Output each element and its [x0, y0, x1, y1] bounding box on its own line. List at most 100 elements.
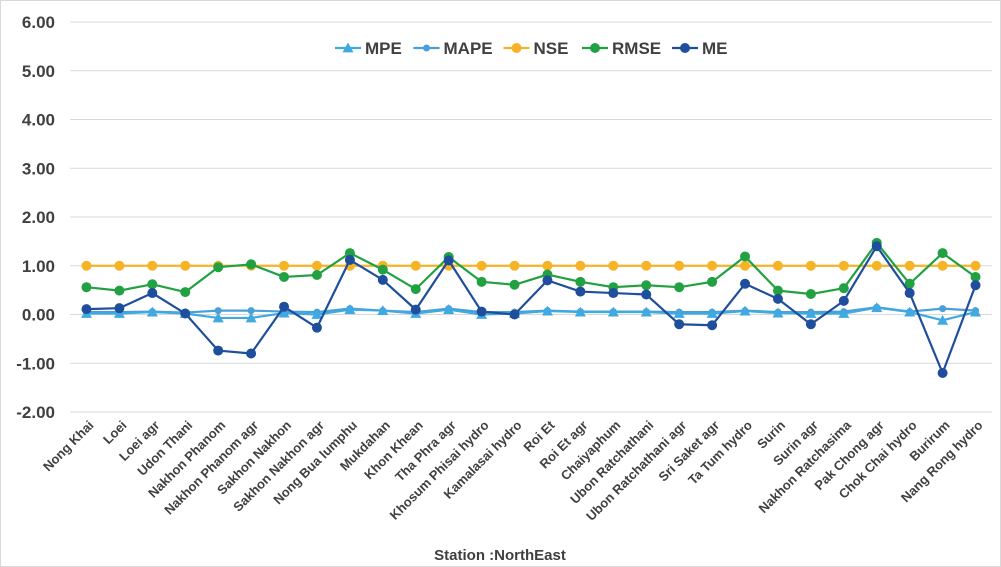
data-point-mpe — [278, 307, 290, 318]
data-point-mpe — [970, 306, 982, 317]
legend-swatch-marker — [680, 43, 690, 53]
y-tick-label: 6.00 — [22, 13, 55, 32]
y-tick-label: 2.00 — [22, 208, 55, 227]
legend-item-rmse: RMSE — [582, 39, 661, 58]
data-point-me — [114, 303, 125, 314]
data-point-nse — [740, 260, 751, 271]
data-point-nse — [772, 260, 783, 271]
data-point-mpe — [838, 308, 850, 318]
legend-label: NSE — [534, 39, 569, 58]
data-point-rmse — [180, 287, 191, 298]
data-point-nse — [707, 260, 718, 271]
data-point-rmse — [970, 271, 981, 282]
data-point-rmse — [213, 262, 224, 273]
legend-item-mape: MAPE — [413, 39, 493, 58]
data-point-nse — [279, 260, 290, 271]
data-point-nse — [838, 260, 849, 271]
data-point-me — [180, 308, 191, 319]
data-point-mpe — [212, 312, 224, 323]
data-point-rmse — [147, 279, 158, 290]
series-mpe — [80, 302, 982, 325]
data-point-rmse — [114, 285, 125, 296]
y-axis-ticks: 6.00 5.00 4.00 3.00 2.00 1.00 0.00 -1.00 -2.00 — [16, 13, 55, 422]
data-point-me — [707, 320, 718, 331]
legend-item-nse: NSE — [503, 39, 569, 58]
y-tick-label: 1.00 — [22, 257, 55, 276]
legend-swatch-marker — [511, 43, 522, 53]
series-line-rmse — [86, 241, 977, 296]
data-point-mpe — [146, 306, 158, 317]
data-point-me — [476, 306, 487, 317]
data-point-me — [871, 241, 882, 252]
data-point-me — [81, 304, 92, 315]
data-point-mpe — [706, 308, 718, 318]
data-point-mpe — [377, 305, 389, 315]
data-point-mpe — [344, 304, 356, 315]
data-point-nse — [542, 260, 553, 271]
data-point-rmse — [707, 276, 718, 287]
legend-swatch-marker — [342, 42, 354, 53]
data-point-nse — [509, 260, 520, 271]
data-point-me — [838, 295, 849, 306]
x-tick-label: Loei — [100, 418, 130, 448]
data-point-mape — [214, 307, 222, 315]
data-point-me — [377, 274, 388, 285]
data-point-nse — [805, 260, 816, 271]
data-point-me — [575, 286, 586, 297]
data-point-rmse — [476, 276, 487, 287]
data-point-nse — [871, 260, 882, 271]
data-point-rmse — [937, 248, 948, 259]
data-point-mpe — [640, 306, 652, 317]
x-tick-label: Nong Khai — [40, 418, 97, 475]
legend-item-mpe: MPE — [335, 39, 402, 58]
data-point-mape — [939, 305, 947, 313]
data-point-mpe — [871, 302, 883, 313]
data-point-rmse — [410, 284, 421, 295]
data-point-mpe — [772, 307, 784, 318]
data-point-nse — [904, 260, 915, 271]
series-me — [81, 241, 981, 378]
data-point-me — [641, 289, 652, 300]
data-point-nse — [114, 260, 125, 271]
data-point-rmse — [246, 259, 257, 270]
y-tick-label: -1.00 — [16, 354, 55, 373]
data-point-nse — [81, 260, 92, 271]
data-point-me — [147, 288, 158, 299]
data-point-me — [904, 288, 915, 299]
data-point-nse — [674, 260, 685, 271]
data-point-me — [509, 309, 520, 320]
data-point-nse — [180, 260, 191, 271]
data-point-nse — [311, 260, 322, 271]
data-point-nse — [410, 260, 421, 271]
data-point-me — [344, 254, 355, 265]
legend-swatch-marker — [423, 44, 430, 52]
data-point-rmse — [377, 264, 388, 275]
data-point-me — [772, 293, 783, 304]
data-point-mpe — [245, 312, 257, 323]
data-point-mpe — [805, 308, 817, 318]
y-tick-label: 0.00 — [22, 306, 55, 325]
data-point-nse — [937, 260, 948, 271]
data-point-mpe — [739, 305, 751, 316]
data-point-me — [740, 278, 751, 289]
data-point-nse — [476, 260, 487, 271]
data-point-rmse — [904, 278, 915, 289]
data-point-rmse — [575, 276, 586, 287]
x-axis-label: Station :NorthEast — [434, 547, 566, 564]
data-point-rmse — [311, 270, 322, 281]
data-point-nse — [608, 260, 619, 271]
data-point-me — [279, 301, 290, 312]
data-point-rmse — [279, 271, 290, 282]
data-point-mpe — [904, 306, 916, 317]
data-point-mpe — [541, 305, 553, 316]
legend-label: RMSE — [612, 39, 661, 58]
data-point-rmse — [772, 285, 783, 296]
grid-lines — [70, 21, 992, 413]
y-tick-label: 5.00 — [22, 62, 55, 81]
y-tick-label: 4.00 — [22, 111, 55, 130]
data-point-me — [937, 368, 948, 378]
data-point-mpe — [937, 314, 949, 325]
data-point-me — [311, 322, 322, 333]
